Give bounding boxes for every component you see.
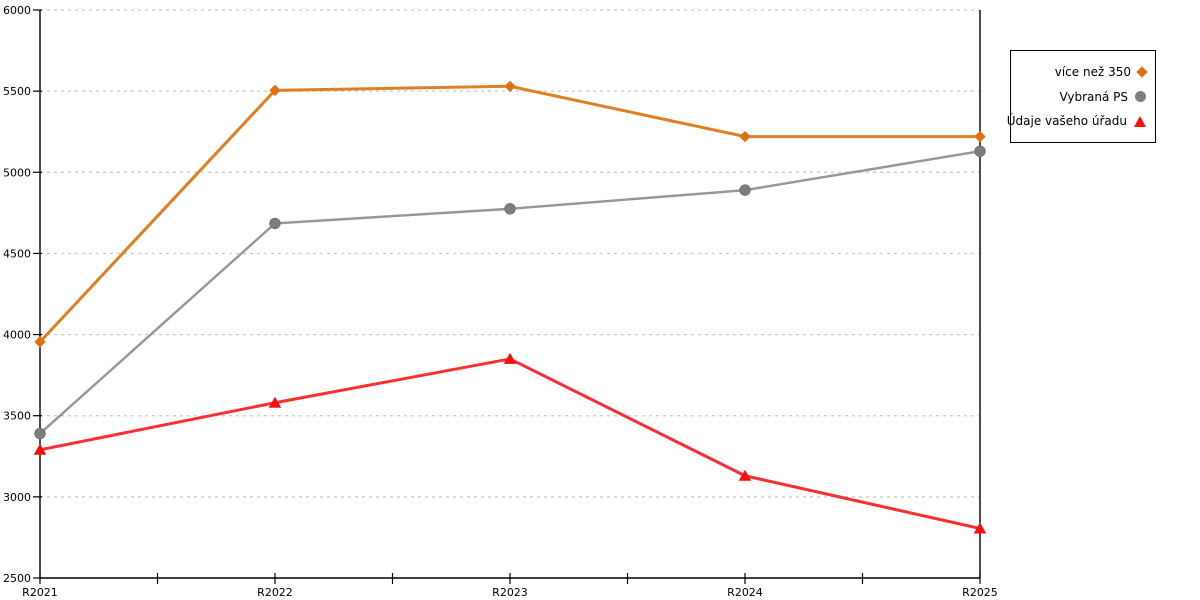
triangle-marker-icon xyxy=(1134,115,1146,127)
x-tick-label: R2022 xyxy=(257,586,293,599)
data-point-marker xyxy=(269,84,281,97)
legend-label: Vybraná PS xyxy=(1059,89,1128,104)
data-point-marker xyxy=(504,80,516,92)
y-tick-label: 4500 xyxy=(3,247,31,260)
data-point-marker xyxy=(974,130,986,143)
y-tick-label: 4000 xyxy=(3,329,31,342)
series-line xyxy=(38,149,982,435)
data-point-marker xyxy=(269,217,281,230)
series-line xyxy=(38,357,982,531)
legend-item-udaje-vaseho-uradu: Údaje vašeho úřadu xyxy=(1007,115,1146,127)
x-tick-label: R2024 xyxy=(727,586,763,599)
data-point-marker xyxy=(739,130,751,143)
series-diamond xyxy=(34,80,986,348)
legend-label: více než 350 xyxy=(1054,64,1131,79)
data-point-marker xyxy=(34,336,46,348)
x-axis: R2021 R2022 R2023 R2024 R2025 xyxy=(22,573,998,599)
y-tick-label: 3500 xyxy=(3,410,31,423)
y-tick-label: 6000 xyxy=(3,4,31,17)
data-point-marker xyxy=(738,469,752,481)
data-point-marker xyxy=(974,145,986,157)
y-tick-label: 3000 xyxy=(3,491,31,504)
data-point-marker xyxy=(268,396,282,408)
legend-item-vybrana-ps: Vybraná PS xyxy=(1017,91,1146,103)
data-point-marker xyxy=(504,203,516,215)
x-tick-label: R2025 xyxy=(962,586,998,599)
axes xyxy=(39,10,981,579)
legend: více než 350 Vybraná PS Údaje vašeho úřa… xyxy=(1007,50,1156,143)
data-point-marker xyxy=(503,352,517,364)
circle-marker-icon xyxy=(1135,91,1146,102)
x-tick-label: R2021 xyxy=(22,586,58,599)
series-circle xyxy=(34,145,986,440)
data-point-marker xyxy=(33,443,47,455)
y-tick-label: 5500 xyxy=(3,85,31,98)
y-axis: 2500 3000 3500 4000 4500 5000 5500 6000 xyxy=(3,4,42,585)
data-point-marker xyxy=(739,184,751,196)
legend-item-vice-nez-350: více než 350 xyxy=(1017,64,1148,79)
y-tick-label: 2500 xyxy=(3,572,31,585)
x-tick-label: R2023 xyxy=(492,586,528,599)
y-tick-label: 5000 xyxy=(3,166,31,179)
diamond-marker-icon xyxy=(1136,66,1148,78)
data-point-marker xyxy=(973,522,987,534)
legend-label: Údaje vašeho úřadu xyxy=(1006,114,1127,129)
data-point-marker xyxy=(34,427,46,440)
series-triangle xyxy=(33,352,987,534)
